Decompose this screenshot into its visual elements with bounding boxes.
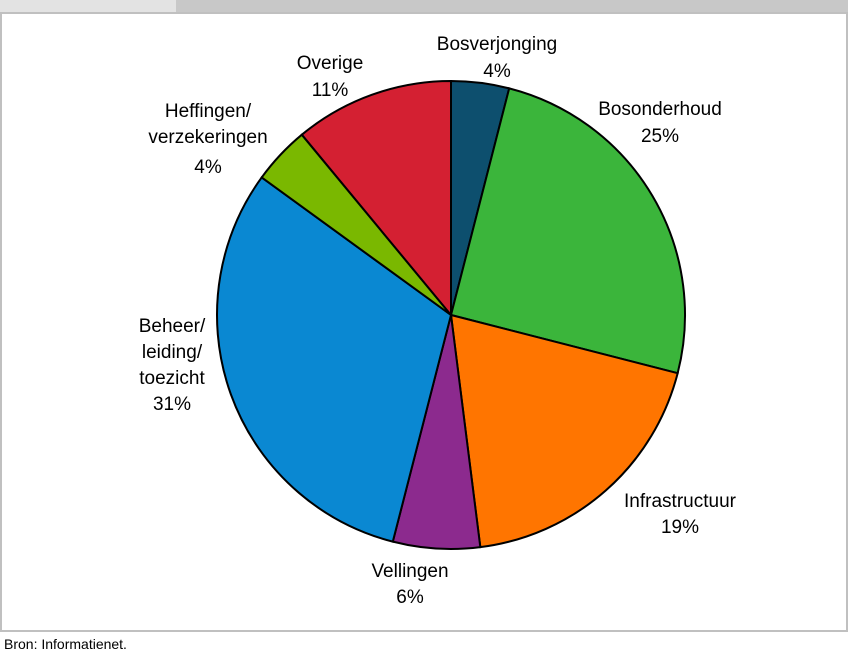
header-bar [0, 0, 848, 12]
slice-value-label: 31% [152, 394, 192, 415]
slice-value-label: 19% [660, 517, 700, 538]
slice-value-label: 11% [311, 80, 349, 101]
pie-slice [300, 79, 452, 318]
slice-value-label: 25% [640, 126, 680, 147]
slice-value-label: 4% [483, 61, 511, 82]
slice-label: Infrastructuur [624, 491, 736, 512]
slice-label: Heffingen/ verzekeringen [148, 101, 268, 148]
slice-label: Overige [296, 53, 364, 74]
slice-label: Bosonderhoud [598, 99, 722, 120]
source-note: Bron: Informatienet. [4, 636, 127, 652]
slice-value-label: 6% [396, 587, 424, 608]
pie-slice [449, 87, 686, 375]
chart [216, 79, 686, 550]
slice-label: Beheer/ leiding/ toezicht [138, 316, 206, 389]
slice-value-label: 4% [194, 157, 222, 178]
slice-label: Vellingen [371, 561, 449, 582]
header-bar-left [0, 0, 176, 12]
slice-label: Bosverjonging [436, 34, 558, 55]
pie-slice [449, 313, 679, 549]
pie-slice [216, 176, 453, 543]
